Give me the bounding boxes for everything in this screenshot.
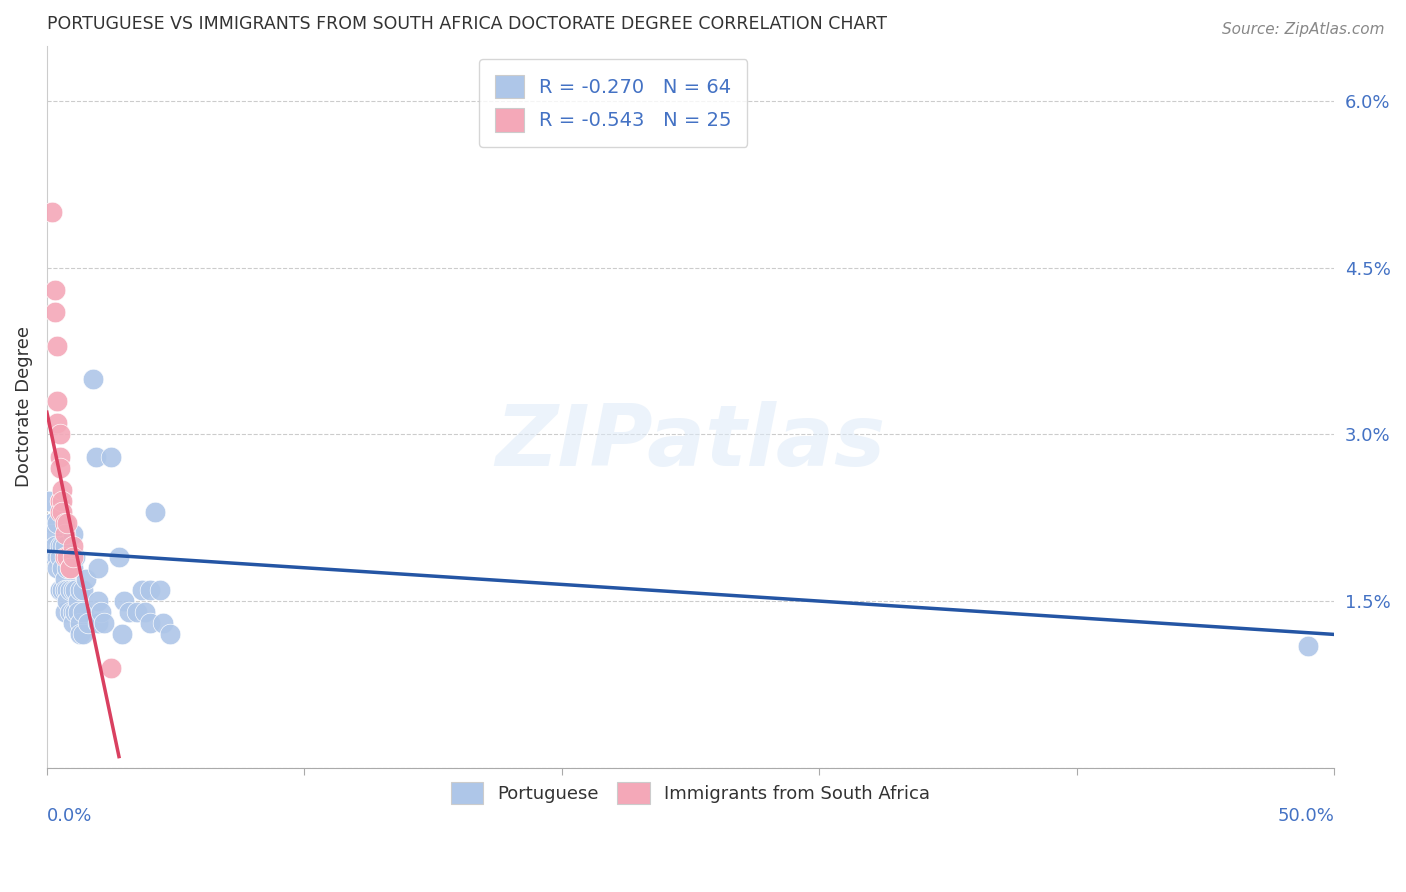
Point <box>63 582 86 597</box>
Point <box>59 605 82 619</box>
Point <box>56 594 79 608</box>
Point <box>62 539 84 553</box>
Point <box>51 582 73 597</box>
Point <box>139 616 162 631</box>
Point <box>53 527 76 541</box>
Text: 0.0%: 0.0% <box>46 807 93 825</box>
Point <box>44 283 66 297</box>
Point <box>87 616 110 631</box>
Point <box>72 582 94 597</box>
Point <box>49 549 72 564</box>
Point <box>59 582 82 597</box>
Point <box>69 627 91 641</box>
Point <box>108 549 131 564</box>
Point <box>56 582 79 597</box>
Point <box>49 450 72 464</box>
Point <box>56 549 79 564</box>
Point <box>46 417 69 431</box>
Point <box>46 560 69 574</box>
Point <box>87 594 110 608</box>
Point <box>149 582 172 597</box>
Point <box>53 582 76 597</box>
Point <box>159 627 181 641</box>
Text: Source: ZipAtlas.com: Source: ZipAtlas.com <box>1222 22 1385 37</box>
Point <box>62 527 84 541</box>
Point <box>56 516 79 531</box>
Point <box>63 605 86 619</box>
Point <box>69 616 91 631</box>
Point <box>134 605 156 619</box>
Point <box>75 572 97 586</box>
Point <box>77 616 100 631</box>
Point <box>51 539 73 553</box>
Point <box>49 582 72 597</box>
Point <box>59 560 82 574</box>
Point <box>100 450 122 464</box>
Point <box>59 560 82 574</box>
Point <box>82 372 104 386</box>
Point <box>46 338 69 352</box>
Y-axis label: Doctorate Degree: Doctorate Degree <box>15 326 32 487</box>
Point <box>51 505 73 519</box>
Point <box>62 549 84 564</box>
Point <box>66 594 89 608</box>
Point <box>90 605 112 619</box>
Point <box>139 582 162 597</box>
Point <box>53 549 76 564</box>
Point <box>44 305 66 319</box>
Point <box>87 560 110 574</box>
Point <box>100 661 122 675</box>
Point <box>69 582 91 597</box>
Point <box>62 605 84 619</box>
Point <box>46 394 69 409</box>
Point <box>143 505 166 519</box>
Point <box>125 605 148 619</box>
Point <box>44 539 66 553</box>
Point <box>53 605 76 619</box>
Point <box>62 560 84 574</box>
Point <box>51 494 73 508</box>
Text: ZIPatlas: ZIPatlas <box>495 401 886 484</box>
Point <box>66 605 89 619</box>
Point <box>1296 639 1319 653</box>
Point <box>84 450 107 464</box>
Point <box>44 549 66 564</box>
Point <box>72 605 94 619</box>
Point <box>41 527 63 541</box>
Point <box>118 605 141 619</box>
Point <box>51 483 73 497</box>
Point <box>53 516 76 531</box>
Point <box>41 516 63 531</box>
Point <box>46 516 69 531</box>
Text: PORTUGUESE VS IMMIGRANTS FROM SOUTH AFRICA DOCTORATE DEGREE CORRELATION CHART: PORTUGUESE VS IMMIGRANTS FROM SOUTH AFRI… <box>46 15 887 33</box>
Point <box>51 560 73 574</box>
Legend: Portuguese, Immigrants from South Africa: Portuguese, Immigrants from South Africa <box>441 772 939 813</box>
Point <box>131 582 153 597</box>
Point <box>49 582 72 597</box>
Text: 50.0%: 50.0% <box>1277 807 1334 825</box>
Point <box>112 594 135 608</box>
Point <box>49 494 72 508</box>
Point <box>62 616 84 631</box>
Point <box>41 205 63 219</box>
Point <box>56 560 79 574</box>
Point <box>49 494 72 508</box>
Point <box>49 427 72 442</box>
Point <box>93 616 115 631</box>
Point <box>72 627 94 641</box>
Point <box>53 539 76 553</box>
Point <box>38 494 60 508</box>
Point <box>110 627 132 641</box>
Point <box>53 572 76 586</box>
Point <box>152 616 174 631</box>
Point <box>49 460 72 475</box>
Point <box>49 505 72 519</box>
Point <box>49 539 72 553</box>
Point <box>46 549 69 564</box>
Point <box>63 549 86 564</box>
Point <box>62 582 84 597</box>
